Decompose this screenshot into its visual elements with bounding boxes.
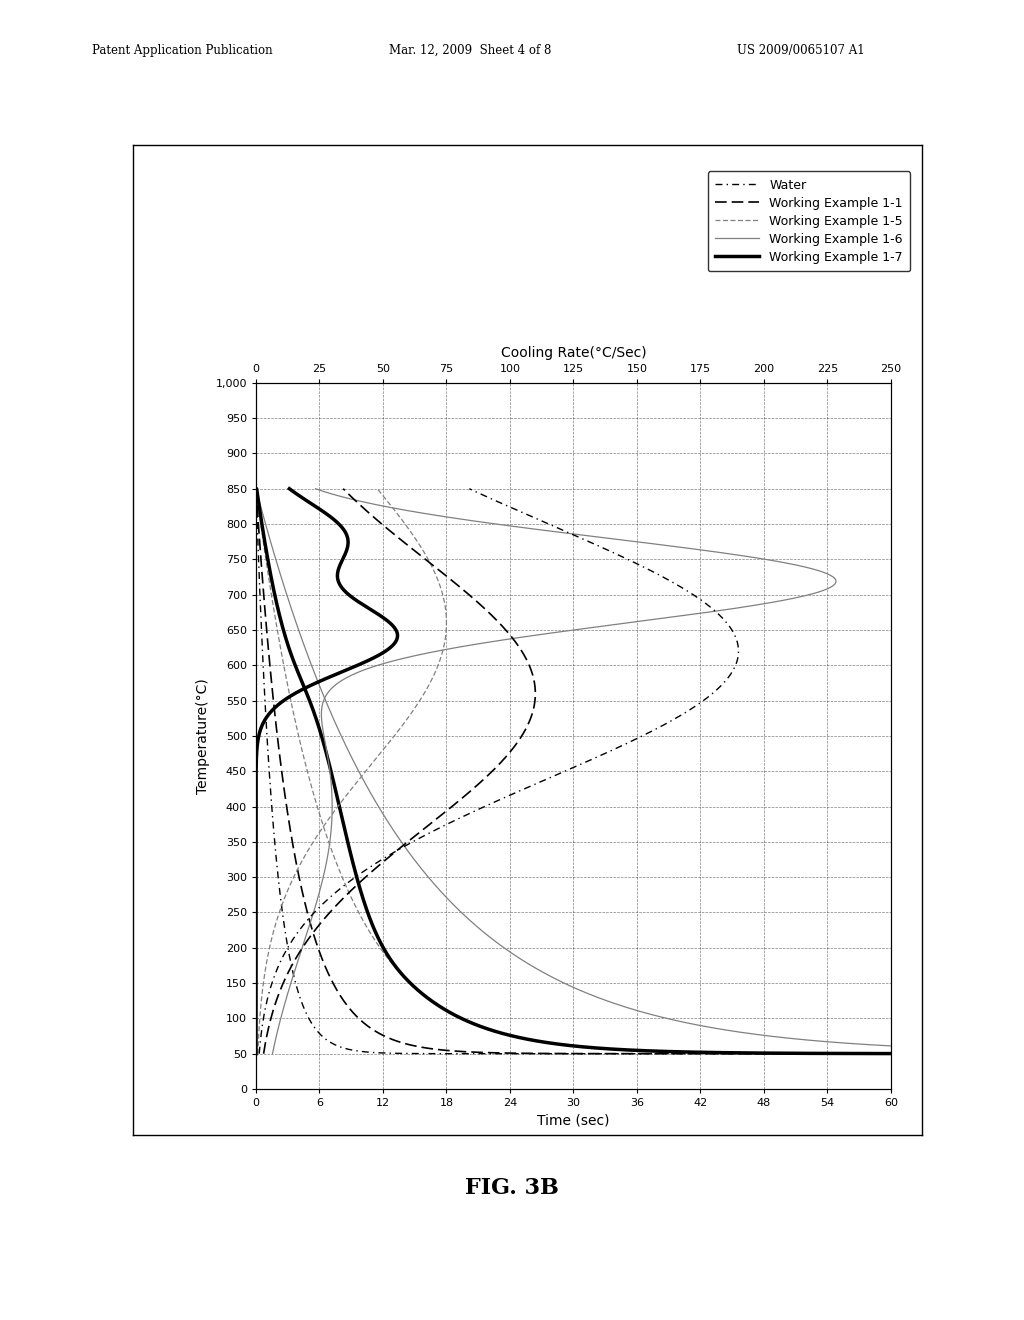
Text: US 2009/0065107 A1: US 2009/0065107 A1 bbox=[737, 44, 865, 57]
Text: FIG. 3B: FIG. 3B bbox=[465, 1177, 559, 1199]
Text: Patent Application Publication: Patent Application Publication bbox=[92, 44, 272, 57]
X-axis label: Cooling Rate(°C/Sec): Cooling Rate(°C/Sec) bbox=[501, 346, 646, 360]
Text: Mar. 12, 2009  Sheet 4 of 8: Mar. 12, 2009 Sheet 4 of 8 bbox=[389, 44, 552, 57]
Y-axis label: Temperature(°C): Temperature(°C) bbox=[196, 678, 210, 793]
X-axis label: Time (sec): Time (sec) bbox=[538, 1114, 609, 1127]
Legend: Water, Working Example 1-1, Working Example 1-5, Working Example 1-6, Working Ex: Water, Working Example 1-1, Working Exam… bbox=[708, 172, 910, 271]
